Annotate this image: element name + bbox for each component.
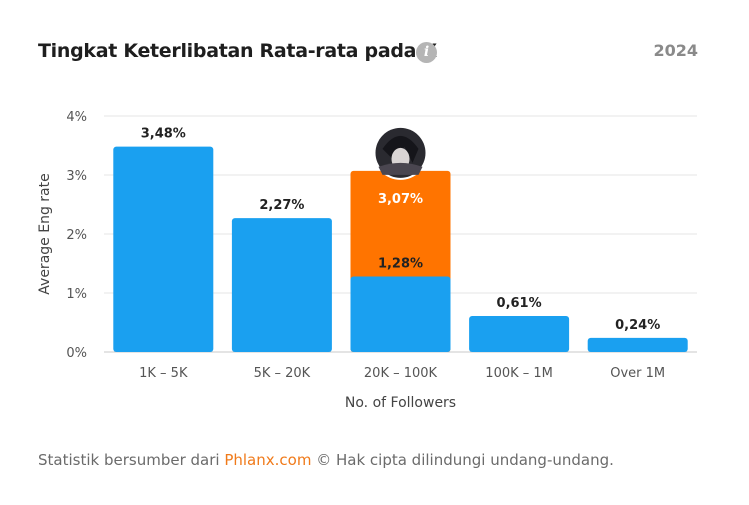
bar: [231, 218, 332, 352]
avatar-shoulders: [378, 162, 423, 175]
x-tick-label: 5K – 20K: [254, 366, 311, 381]
y-tick-label: 2%: [66, 228, 87, 243]
y-tick-label: 4%: [66, 110, 87, 125]
year-label: 2024: [653, 41, 698, 60]
bar: [587, 337, 688, 352]
chart-title: Tingkat Keterlibatan Rata-rata pada X: [38, 40, 437, 62]
footer-prefix: Statistik bersumber dari: [38, 451, 225, 469]
phlanx-link[interactable]: Phlanx.com: [224, 451, 312, 469]
highlight-value-label: 3,07%: [378, 192, 423, 207]
x-axis-label: No. of Followers: [345, 395, 456, 411]
y-tick-label: 3%: [66, 169, 87, 184]
bar-chart: 0% 1% 2% 3% 4% Average Eng rate 3,48% 1K – 5K 2,…: [37, 110, 697, 411]
bar-value-label: 0,61%: [497, 296, 542, 311]
x-tick-label: 100K – 1M: [485, 366, 553, 381]
x-tick-label: 1K – 5K: [139, 366, 188, 381]
info-icon[interactable]: i: [416, 42, 437, 63]
chart-header: Tingkat Keterlibatan Rata-rata pada X i …: [38, 40, 698, 68]
bar-value-label: 0,24%: [615, 318, 660, 333]
bar: [350, 276, 451, 352]
x-tick-label: Over 1M: [610, 366, 665, 381]
x-tick-label: 20K – 100K: [364, 366, 438, 381]
footer-suffix: © Hak cipta dilindungi undang-undang.: [311, 451, 614, 469]
bar: [113, 146, 214, 352]
y-axis-label: Average Eng rate: [37, 173, 53, 294]
bar-value-label: 1,28%: [378, 256, 423, 271]
y-tick-label: 0%: [66, 346, 87, 361]
bar: [469, 316, 570, 352]
y-tick-label: 1%: [66, 287, 87, 302]
bar-value-label: 3,48%: [141, 127, 186, 142]
source-footer: Statistik bersumber dari Phlanx.com © Ha…: [38, 451, 614, 469]
bar-value-label: 2,27%: [259, 198, 304, 213]
